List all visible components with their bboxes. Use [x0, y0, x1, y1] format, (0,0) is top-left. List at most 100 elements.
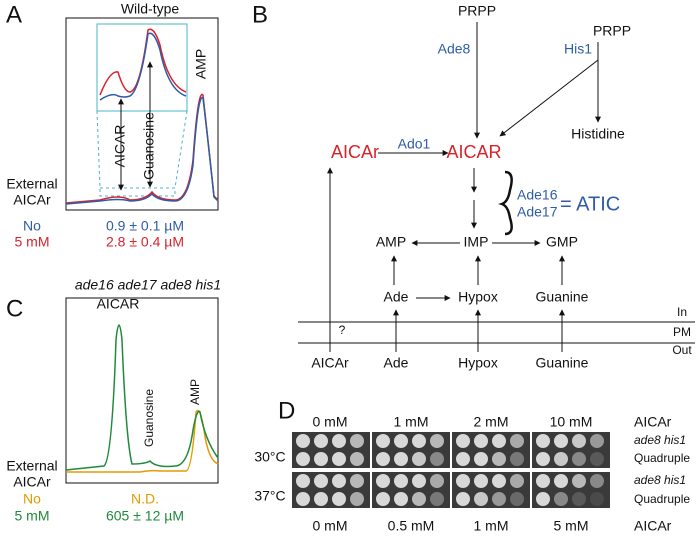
concentration: 2.8 ± 0.4 µM	[106, 234, 184, 250]
condition: 5 mM	[15, 508, 50, 524]
temperature: 30°C	[254, 449, 285, 465]
colony-spot	[510, 474, 524, 488]
unknown: ?	[339, 323, 346, 337]
panel-label: A	[6, 1, 22, 28]
membrane-label: In	[677, 305, 687, 319]
colony-spot	[590, 434, 604, 448]
condition: 5 mM	[15, 234, 50, 250]
colony-spot	[510, 434, 524, 448]
concentration: 2 mM	[474, 414, 509, 430]
concentration: N.D.	[131, 491, 159, 507]
colony-spot	[314, 492, 328, 506]
colony-spot	[590, 492, 604, 506]
colony-spot	[536, 434, 550, 448]
strain: ade8 his1	[634, 433, 686, 447]
node: GMP	[546, 234, 578, 250]
colony-spot	[430, 452, 444, 466]
colony-spot	[536, 474, 550, 488]
concentration: 0.5 mM	[388, 518, 435, 534]
unit: AICAr	[634, 414, 672, 430]
node: Ade	[384, 355, 409, 371]
complex: = ATIC	[560, 193, 620, 215]
strain: Quadruple	[634, 451, 690, 465]
colony-spot	[314, 434, 328, 448]
strain: ade8 his1	[634, 473, 686, 487]
enzyme: Ade17	[517, 204, 558, 220]
colony-spot	[536, 492, 550, 506]
trace-5mm	[65, 324, 219, 471]
colony-spot	[394, 492, 408, 506]
node: Hypox	[458, 289, 498, 305]
membrane-label: Out	[672, 343, 692, 357]
zoom-line	[96, 110, 101, 189]
colony-spot	[412, 434, 426, 448]
condition: No	[23, 218, 41, 234]
colony-spot	[590, 474, 604, 488]
colony-spot	[350, 452, 364, 466]
colony-spot	[376, 474, 390, 488]
zoom-region	[99, 187, 176, 197]
colony-spot	[492, 492, 506, 506]
condition-label: External	[6, 458, 57, 474]
panel-title: Wild-type	[121, 1, 180, 17]
condition: No	[23, 491, 41, 507]
colony-spot	[474, 434, 488, 448]
panel-label: D	[278, 397, 295, 424]
enzyme: His1	[564, 41, 592, 57]
enzyme: Ado1	[398, 136, 431, 152]
chromatogram-frame	[65, 17, 219, 211]
concentration: 0.9 ± 0.1 µM	[106, 218, 184, 234]
colony-spot	[572, 492, 586, 506]
chromatogram-frame	[65, 297, 219, 484]
colony-spot	[456, 474, 470, 488]
colony-spot	[430, 434, 444, 448]
colony-spot	[492, 474, 506, 488]
node: Guanine	[536, 355, 589, 371]
node: PRPP	[593, 23, 631, 39]
colony-spot	[474, 452, 488, 466]
node: AICAr	[331, 142, 379, 162]
colony-spot	[510, 452, 524, 466]
colony-spot	[412, 474, 426, 488]
peak-label: AICAR	[112, 125, 128, 168]
concentration: 10 mM	[550, 414, 593, 430]
colony-spot	[332, 474, 346, 488]
colony-spot	[296, 452, 310, 466]
colony-spot	[554, 474, 568, 488]
trace-no	[66, 409, 219, 473]
concentration: 0 mM	[313, 518, 348, 534]
colony-spot	[412, 452, 426, 466]
condition-label: AICAr	[13, 192, 51, 208]
colony-spot	[394, 474, 408, 488]
concentration: 1 mM	[394, 414, 429, 430]
colony-spot	[492, 434, 506, 448]
pathway-arrows	[327, 22, 601, 352]
node: Histidine	[571, 126, 625, 142]
colony-spot	[350, 474, 364, 488]
colony-spot	[332, 434, 346, 448]
inset-trace-no	[99, 32, 187, 101]
colony-spot	[536, 452, 550, 466]
node: AICAr	[311, 355, 349, 371]
plates	[292, 432, 610, 508]
node: Guanine	[536, 289, 589, 305]
concentration: 5 mM	[554, 518, 589, 534]
colony-spot	[456, 434, 470, 448]
colony-spot	[394, 434, 408, 448]
temperature: 37°C	[254, 488, 285, 504]
colony-spot	[412, 492, 426, 506]
colony-spot	[430, 492, 444, 506]
enzyme: Ade16	[517, 187, 558, 203]
node: IMP	[464, 234, 489, 250]
colony-spot	[376, 434, 390, 448]
colony-spot	[572, 452, 586, 466]
colony-spot	[296, 492, 310, 506]
colony-spot	[332, 452, 346, 466]
colony-spot	[572, 434, 586, 448]
peak-label: Guanosine	[142, 389, 156, 447]
node: Ade	[384, 289, 409, 305]
colony-spot	[376, 492, 390, 506]
trace-no	[65, 96, 219, 205]
concentration: 0 mM	[313, 414, 348, 430]
